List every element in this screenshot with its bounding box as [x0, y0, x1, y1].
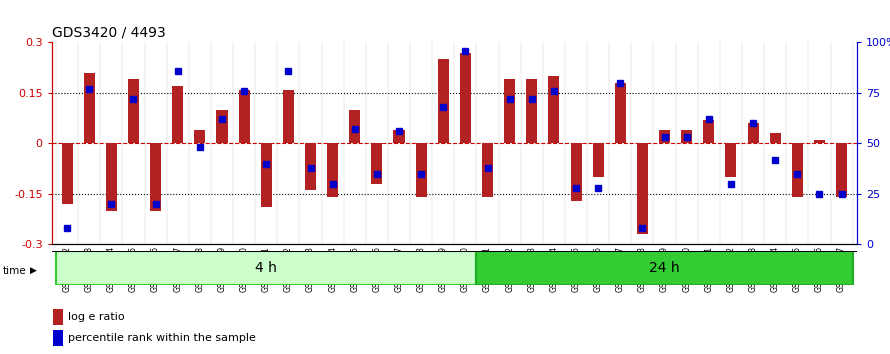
Bar — [194, 130, 206, 143]
Bar — [216, 110, 228, 143]
Bar — [814, 140, 825, 143]
Text: 24 h: 24 h — [649, 261, 680, 275]
Bar — [637, 143, 648, 234]
Text: log e ratio: log e ratio — [68, 312, 125, 322]
Bar — [748, 123, 758, 143]
Bar — [438, 59, 449, 143]
Bar — [305, 143, 316, 190]
Bar — [61, 143, 73, 204]
Text: ▶: ▶ — [30, 266, 37, 275]
Bar — [328, 143, 338, 197]
Bar — [659, 130, 670, 143]
Bar — [460, 53, 471, 143]
Bar — [681, 130, 692, 143]
Text: GDS3420 / 4493: GDS3420 / 4493 — [52, 26, 166, 40]
Bar — [52, 251, 857, 252]
Bar — [261, 143, 271, 207]
Bar — [128, 80, 139, 143]
Bar — [476, 251, 853, 285]
Bar — [53, 309, 63, 325]
Bar — [725, 143, 736, 177]
Bar — [593, 143, 603, 177]
Bar — [416, 143, 426, 197]
Bar — [770, 133, 781, 143]
Bar — [53, 330, 63, 346]
Bar — [836, 143, 847, 197]
Bar — [173, 86, 183, 143]
Bar — [84, 73, 94, 143]
Bar — [371, 143, 383, 184]
Bar — [150, 143, 161, 211]
Bar — [615, 83, 626, 143]
Bar — [504, 80, 515, 143]
Bar — [56, 251, 476, 285]
Bar — [703, 120, 715, 143]
Bar — [283, 90, 294, 143]
Bar — [106, 143, 117, 211]
Text: percentile rank within the sample: percentile rank within the sample — [68, 333, 255, 343]
Bar — [526, 80, 538, 143]
Bar — [792, 143, 803, 197]
Bar — [548, 76, 560, 143]
Bar — [570, 143, 581, 200]
Bar — [482, 143, 493, 197]
Bar — [239, 90, 250, 143]
Text: 4 h: 4 h — [255, 261, 277, 275]
Bar — [393, 130, 405, 143]
Bar — [349, 110, 360, 143]
Text: time: time — [3, 266, 27, 276]
